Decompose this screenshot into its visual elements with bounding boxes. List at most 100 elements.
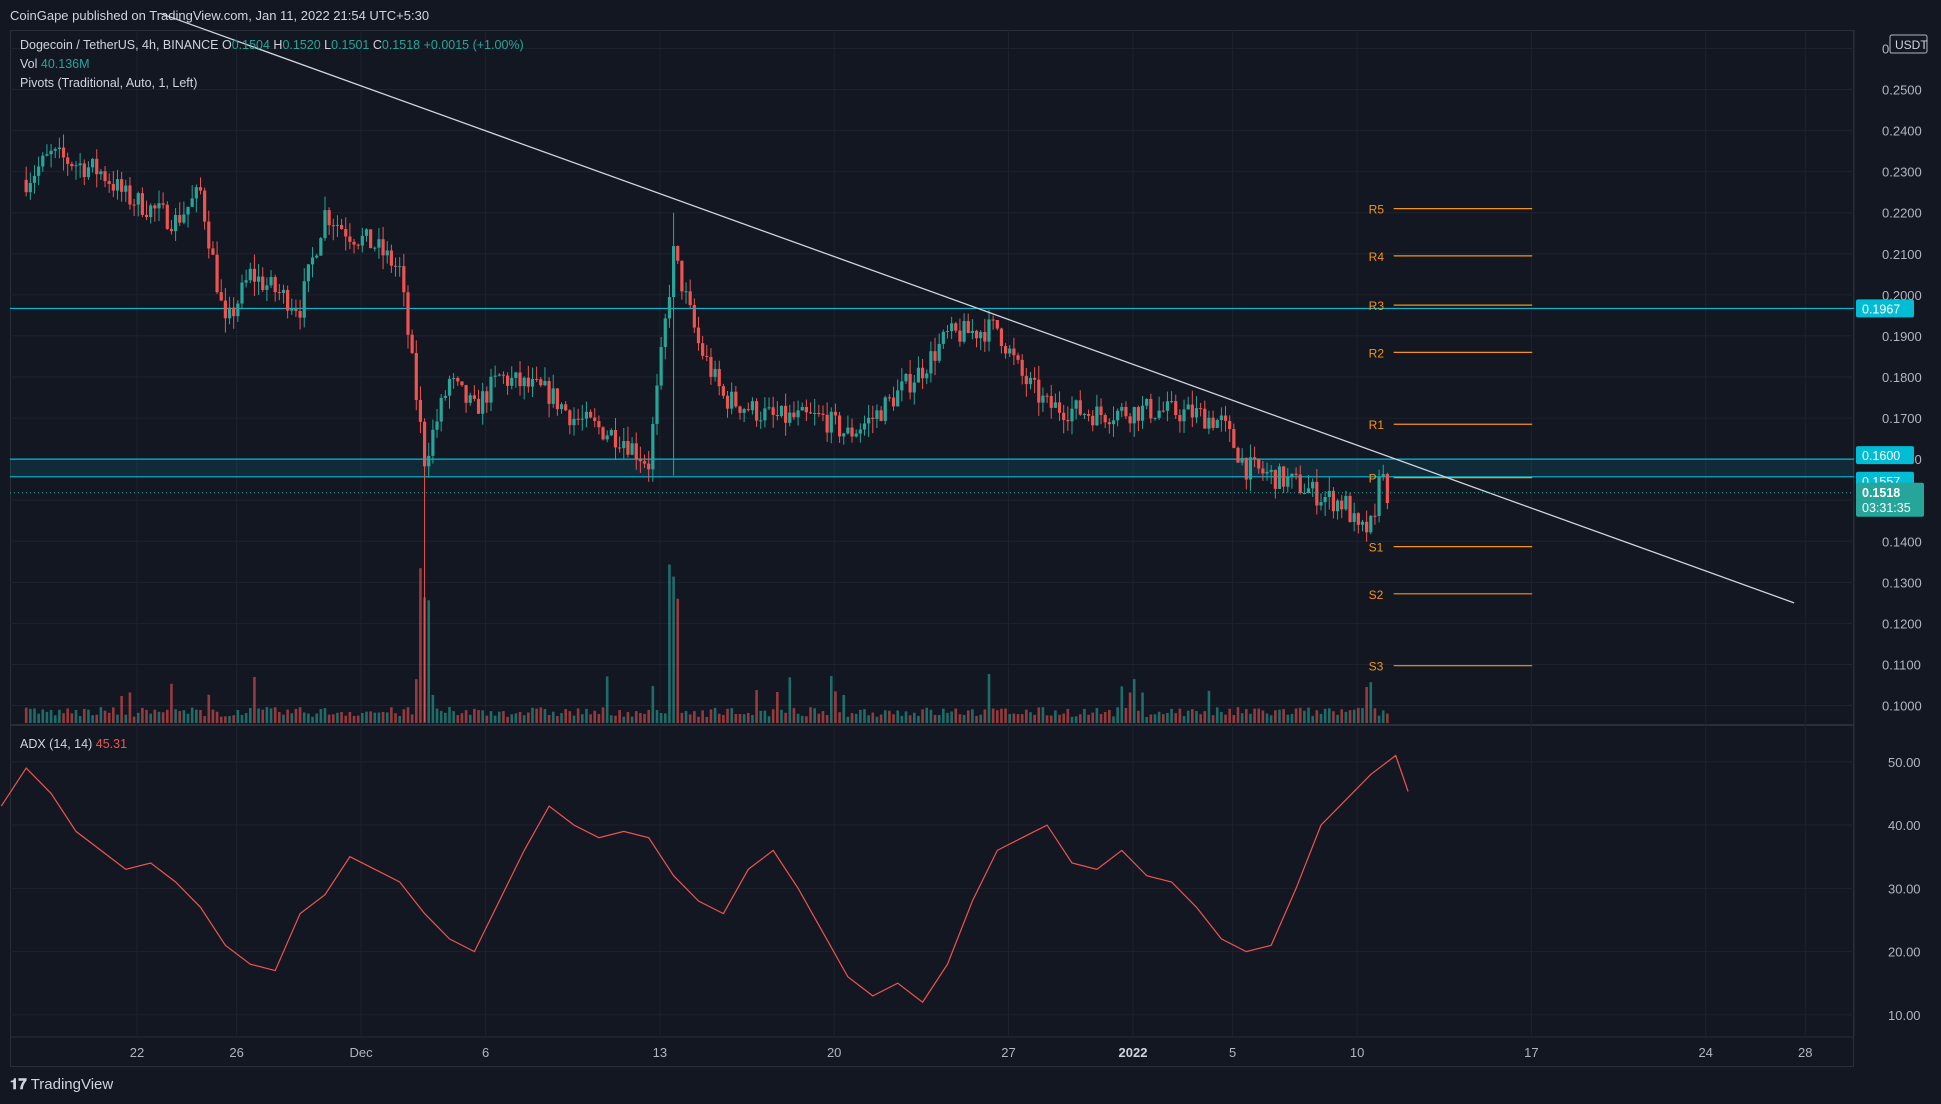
volume-bar <box>1045 715 1049 723</box>
candle-body <box>767 407 771 409</box>
volume-bar <box>336 712 339 723</box>
volume-bar <box>983 709 987 723</box>
volume-bar <box>527 712 530 723</box>
candle-body <box>294 309 298 311</box>
volume-bar <box>954 708 958 723</box>
price-tick-label: 0.1200 <box>1882 616 1922 631</box>
candle-body <box>1145 399 1149 406</box>
price-tag <box>1856 446 1914 465</box>
volume-bar <box>37 713 40 723</box>
time-tick-label: 20 <box>827 1045 841 1060</box>
volume-bar <box>506 716 509 723</box>
volume-bar <box>232 715 235 723</box>
candle-body <box>829 411 833 433</box>
volume-bar <box>327 714 331 723</box>
candle-body <box>356 244 360 246</box>
candle-body <box>344 228 348 237</box>
candle-body <box>132 204 136 206</box>
volume-bar <box>195 709 198 723</box>
candle-body <box>1335 500 1340 512</box>
candle-body <box>418 400 423 422</box>
volume-bar <box>1286 714 1290 723</box>
candle-body <box>1091 415 1095 426</box>
countdown-label: 03:31:35 <box>1862 501 1911 515</box>
volume-bar <box>867 715 870 723</box>
candle-body <box>1111 420 1116 425</box>
volume-bar <box>556 716 559 723</box>
candle-body <box>937 343 941 361</box>
volume-bar <box>120 696 123 723</box>
candle-body <box>194 187 198 199</box>
volume-bar <box>99 707 103 723</box>
candle-body <box>530 378 535 387</box>
candle-body <box>136 193 140 205</box>
volume-bar <box>116 714 119 723</box>
candle-body <box>410 334 414 353</box>
candle-body <box>1327 490 1331 498</box>
candle-body <box>1294 473 1298 475</box>
candle-body <box>1199 408 1203 410</box>
volume-bar <box>331 714 335 723</box>
volume-bar <box>87 709 90 723</box>
price-tick-label: 0.2300 <box>1882 165 1922 180</box>
candle-body <box>447 378 452 396</box>
time-tick-label: 6 <box>482 1045 489 1060</box>
candle-body <box>954 323 958 331</box>
candle-body <box>427 455 431 467</box>
volume-bar <box>1357 707 1360 723</box>
candle-body <box>983 332 987 342</box>
candle-body <box>1153 417 1157 419</box>
volume-bar <box>203 716 206 723</box>
volume-bar <box>663 713 667 723</box>
volume-bar <box>377 712 381 723</box>
candle-body <box>1182 409 1186 422</box>
candle-body <box>535 378 539 380</box>
adx-tick-label: 40.00 <box>1888 818 1921 833</box>
volume-bar <box>929 709 933 723</box>
candle-body <box>514 372 518 378</box>
candle-body <box>754 401 759 421</box>
volume-bar <box>49 709 53 723</box>
volume-bar <box>717 713 721 723</box>
candle-body <box>144 214 149 217</box>
volume-bar <box>1166 712 1169 723</box>
candle-body <box>539 379 543 386</box>
volume-bar <box>547 714 551 723</box>
adx-line <box>0 754 1409 1004</box>
volume-bar <box>211 709 215 723</box>
candle-body <box>1277 466 1282 489</box>
volume-bar <box>319 709 323 723</box>
candle-body <box>887 397 891 399</box>
candle-body <box>842 433 846 437</box>
candle-body <box>501 374 506 376</box>
footer-brand[interactable]: 𝟏𝟕 TradingView <box>10 1076 113 1093</box>
volume-bar <box>883 710 887 723</box>
candle-body <box>717 368 721 387</box>
volume-bar <box>419 568 422 723</box>
volume-bar <box>1203 711 1207 723</box>
candle-body <box>252 268 257 282</box>
candle-body <box>941 331 945 344</box>
volume-bar <box>182 710 186 723</box>
candle-body <box>1215 420 1219 428</box>
volume-bar <box>917 715 920 723</box>
adx-tick-label: 20.00 <box>1888 945 1921 960</box>
volume-bar <box>1311 715 1314 723</box>
pivot-label: R5 <box>1369 203 1385 217</box>
volume-bar <box>1016 714 1020 723</box>
open-label: O <box>221 38 232 52</box>
pivot-label: S2 <box>1369 588 1384 602</box>
volume-bar <box>41 709 45 723</box>
price-tick-label: 0.2000 <box>1882 288 1922 303</box>
volume-bar <box>1369 682 1373 723</box>
volume-bar <box>639 713 642 723</box>
candle-body <box>667 297 672 319</box>
volume-bar <box>817 713 821 723</box>
candle-body <box>879 410 883 421</box>
volume-bar <box>53 715 57 723</box>
volume-bar <box>1128 692 1132 723</box>
volume-bar <box>1020 714 1024 723</box>
candle-body <box>99 171 103 175</box>
volume-bar <box>921 709 924 723</box>
